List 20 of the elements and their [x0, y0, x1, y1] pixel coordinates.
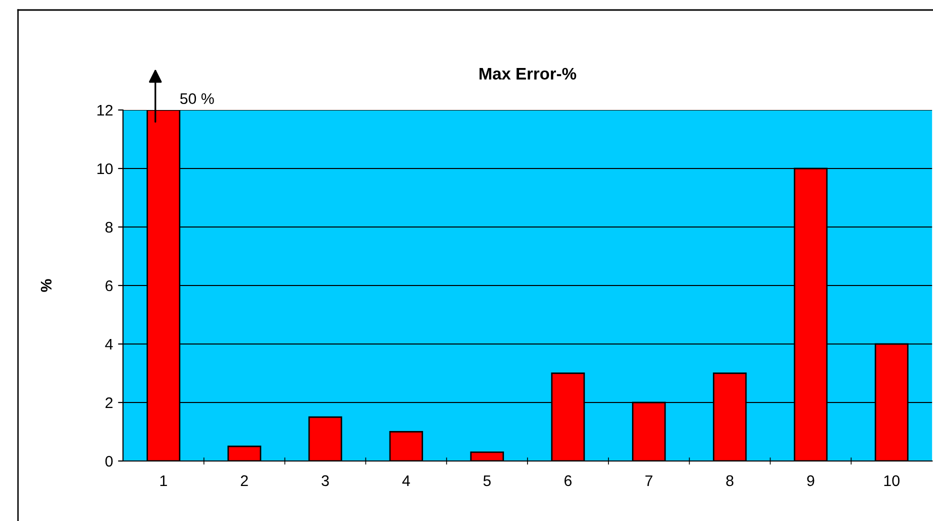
- y-tick-label: 6: [106, 280, 113, 292]
- x-tick-label: 2: [240, 475, 248, 486]
- y-tick-label: 10: [97, 163, 113, 174]
- y-tick-label: 2: [106, 397, 113, 408]
- x-tick-label: 3: [322, 475, 329, 486]
- x-tick-label: 1: [160, 475, 167, 486]
- y-tick-label: 8: [105, 222, 113, 233]
- x-tick-label: 6: [564, 475, 572, 486]
- y-tick-label: 12: [97, 104, 113, 116]
- x-tick-label: 10: [884, 475, 900, 486]
- x-tick-label: 8: [726, 475, 734, 486]
- x-tick-label: 9: [807, 475, 814, 486]
- x-tick-label: 5: [483, 475, 491, 486]
- y-tick-label: 0: [105, 456, 113, 467]
- chart-title: Max Error-%: [480, 68, 576, 80]
- y-tick-label: 4: [105, 339, 113, 350]
- annotation: 50 %: [180, 93, 214, 104]
- x-tick-label: 4: [402, 475, 410, 486]
- x-tick-label: 7: [645, 475, 652, 486]
- y-axis-title: %: [40, 279, 52, 292]
